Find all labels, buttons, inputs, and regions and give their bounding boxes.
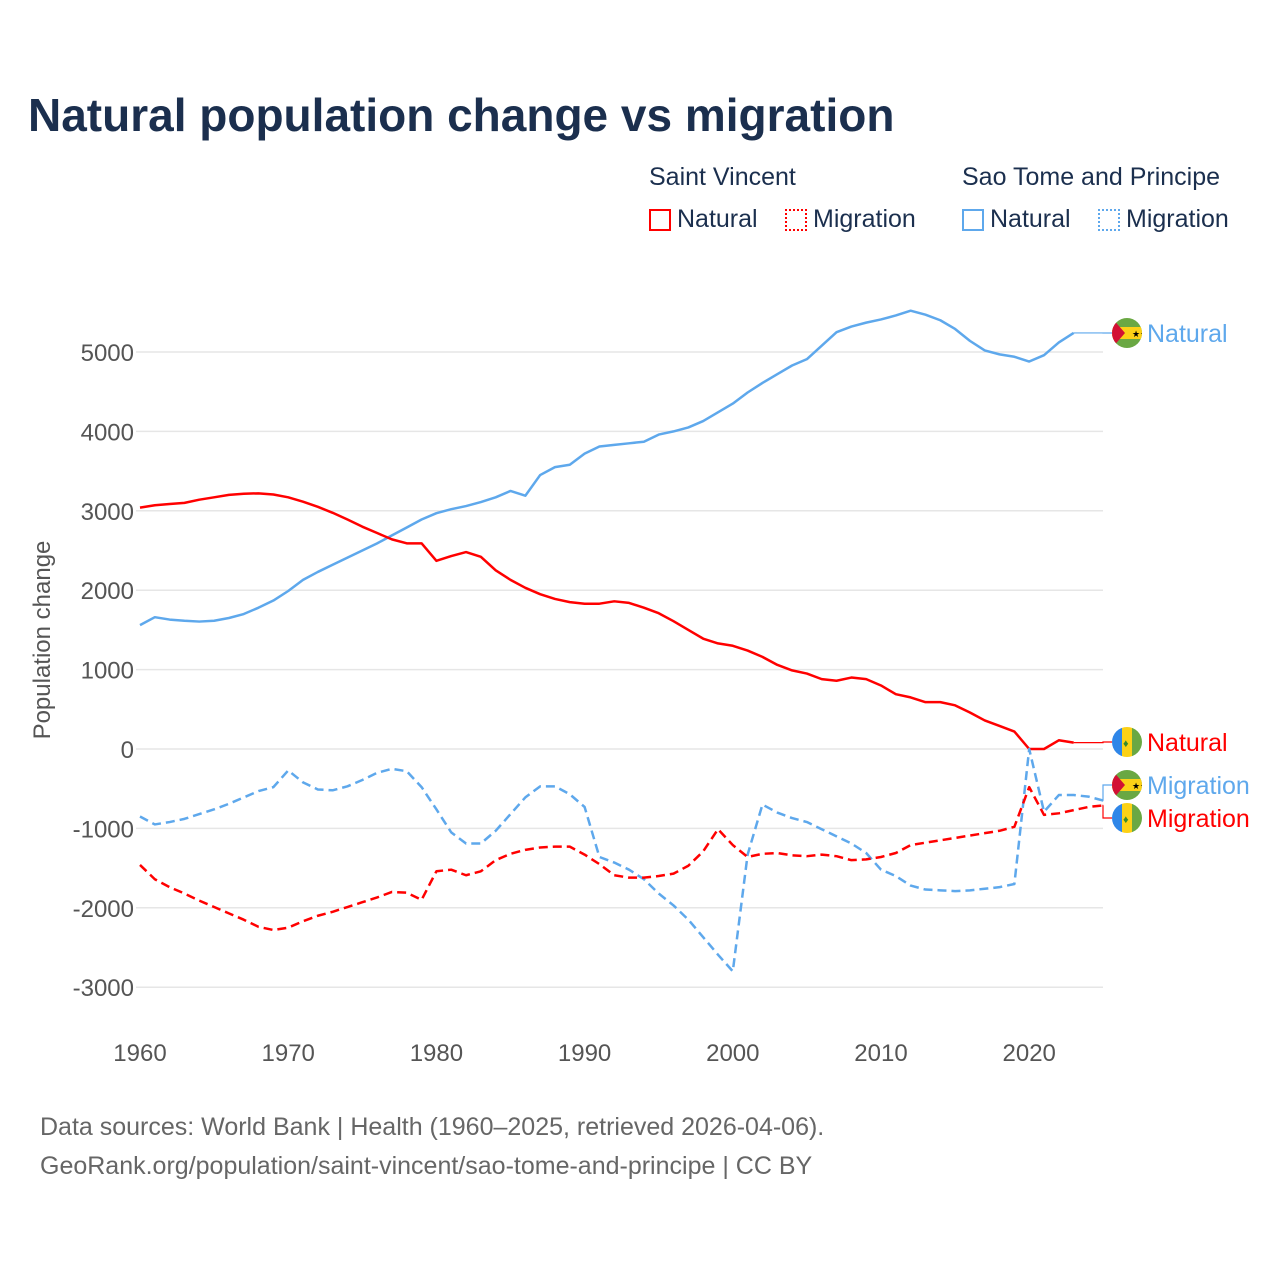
legend-group-saint-vincent: Saint Vincent	[649, 163, 796, 191]
label-connector	[1102, 784, 1112, 802]
series-end-label: Natural	[1147, 729, 1228, 757]
legend-group-sao-tome: Sao Tome and Principe	[962, 163, 1221, 191]
label-connector	[1073, 741, 1112, 744]
y-tick-label: 0	[121, 737, 134, 764]
legend-stp-natural[interactable]: Natural	[962, 205, 1071, 234]
series-end-label: Natural	[1147, 320, 1228, 348]
y-tick-label: 2000	[81, 578, 134, 605]
label-connector	[1102, 804, 1112, 819]
y-tick-label: -1000	[73, 816, 134, 843]
legend-swatch-solid	[649, 209, 671, 231]
legend-swatch-dotted	[785, 209, 807, 231]
legend-stp-migration[interactable]: Migration	[1098, 205, 1229, 234]
source-line-1: Data sources: World Bank | Health (1960–…	[40, 1113, 825, 1141]
y-tick-label: 4000	[81, 419, 134, 446]
x-tick-label: 2010	[854, 1040, 907, 1067]
series-end-label: Migration	[1147, 772, 1250, 800]
svg-text:♦: ♦	[1123, 814, 1129, 826]
sao-tome-flag-icon: ★★	[1112, 318, 1148, 348]
y-tick-label: 1000	[81, 658, 134, 685]
series-end-label: Migration	[1147, 805, 1250, 833]
y-tick-label: 5000	[81, 340, 134, 367]
source-line-2: GeoRank.org/population/saint-vincent/sao…	[40, 1152, 813, 1180]
svg-text:♦: ♦	[1123, 738, 1129, 750]
y-tick-label: -2000	[73, 896, 134, 923]
y-tick-label: -3000	[73, 975, 134, 1002]
legend-swatch-solid	[962, 209, 984, 231]
sao-tome-flag-icon: ★★	[1112, 770, 1148, 800]
x-tick-label: 1960	[113, 1040, 166, 1067]
x-tick-label: 1970	[262, 1040, 315, 1067]
x-tick-label: 1980	[410, 1040, 463, 1067]
x-tick-label: 2020	[1003, 1040, 1056, 1067]
chart-title: Natural population change vs migration	[28, 89, 895, 141]
svg-text:★★: ★★	[1132, 329, 1148, 339]
legend-sv-natural[interactable]: Natural	[649, 205, 758, 234]
source-note: Data sources: World Bank | Health (1960–…	[40, 1108, 824, 1186]
legend-swatch-dotted	[1098, 209, 1120, 231]
x-tick-label: 2000	[706, 1040, 759, 1067]
series-line-saint-vincent-migration	[139, 785, 1104, 932]
series-line-sao-tome-and-principe-natural	[139, 309, 1075, 627]
svg-text:★★: ★★	[1132, 781, 1148, 791]
x-tick-label: 1990	[558, 1040, 611, 1067]
y-tick-label: 3000	[81, 499, 134, 526]
y-axis-label: Population change	[29, 541, 56, 740]
legend-sv-migration[interactable]: Migration	[785, 205, 916, 234]
series-line-saint-vincent-natural	[139, 492, 1074, 751]
saint-vincent-flag-icon: ♦	[1112, 803, 1142, 833]
series-line-sao-tome-and-principe-migration	[139, 747, 1104, 973]
saint-vincent-flag-icon: ♦	[1112, 727, 1142, 757]
